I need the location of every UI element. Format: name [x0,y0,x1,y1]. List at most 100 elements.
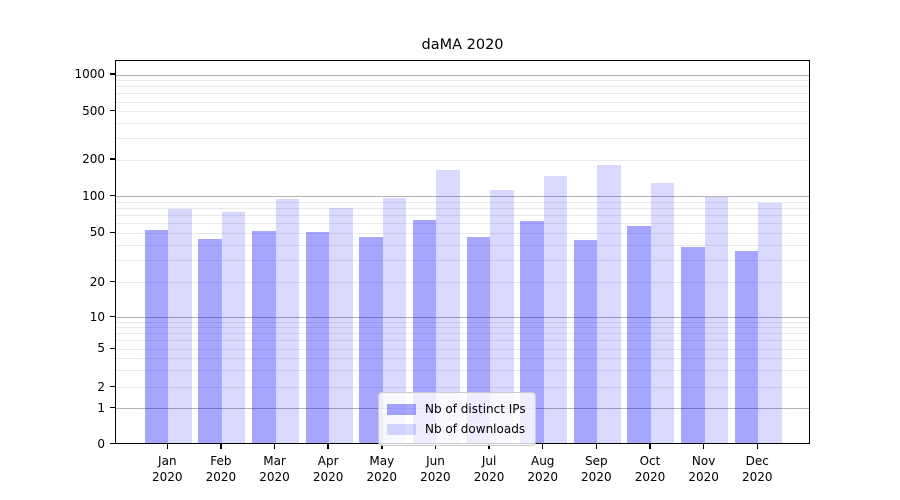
bar-downloads [597,165,621,444]
y-axis-tick-label: 1 [97,400,105,415]
y-axis-tick-mark [110,110,115,112]
y-axis-tick-mark [110,73,115,75]
x-axis-tick-mark [273,444,276,449]
y-axis-tick-label: 500 [82,103,105,118]
bar-distinct-ips [359,236,383,444]
minor-gridline [116,138,809,140]
y-axis-tick-label: 2 [97,379,105,394]
minor-gridline [116,282,809,284]
minor-gridline [116,327,809,329]
y-axis-tick-label: 1000 [74,67,105,82]
x-axis-tick-mark [649,444,651,449]
bar-downloads [275,198,300,444]
y-axis-tick-mark [110,281,115,283]
minor-gridline [116,86,809,88]
x-axis-tick-mark [327,444,329,449]
minor-gridline [116,207,809,209]
bar-distinct-ips [520,221,544,444]
minor-gridline [116,101,809,103]
y-axis-tick-mark [110,347,115,349]
bar-downloads [382,197,407,444]
minor-gridline [116,111,809,113]
major-gridline [116,196,809,198]
minor-gridline [116,260,809,262]
y-axis-tick-mark [110,195,115,197]
bar-downloads [329,208,353,444]
minor-gridline [116,370,809,372]
x-axis-tick-label: Jul 2020 [473,454,505,484]
bar-distinct-ips [573,240,598,444]
minor-gridline [116,333,809,335]
minor-gridline [116,93,809,95]
minor-gridline [116,244,809,246]
y-axis-tick-mark [110,407,115,409]
x-axis-tick-mark [434,444,437,449]
bar-downloads [436,170,460,444]
bar-distinct-ips [627,226,651,444]
legend-item-distinct-ips: Nb of distinct IPs [387,399,526,419]
x-axis-tick-label: Feb 2020 [205,454,237,484]
legend-swatch-downloads [387,423,416,435]
chart-title: daMA 2020 [421,37,504,53]
plot-area: Nb of distinct IPs Nb of downloads [115,60,810,446]
bar-distinct-ips [305,232,330,444]
y-axis-tick-label: 0 [97,436,105,451]
minor-gridline [116,232,809,234]
x-axis-tick-mark [756,444,758,449]
x-axis-tick-label: May 2020 [366,454,398,484]
legend-item-downloads: Nb of downloads [387,419,526,439]
y-axis-tick-label: 5 [97,341,105,356]
bar-downloads [490,190,514,444]
x-axis-tick-label: Apr 2020 [312,454,344,484]
x-axis-tick-label: Dec 2020 [741,454,773,484]
y-axis-tick-label: 200 [82,152,105,167]
minor-gridline [116,387,809,389]
minor-gridline [116,80,809,82]
legend: Nb of distinct IPs Nb of downloads [378,392,536,446]
bar-downloads [650,183,675,444]
x-axis-tick-mark [166,444,168,449]
minor-gridline [116,322,809,323]
x-axis-tick-label: Aug 2020 [527,454,558,484]
bar-downloads [221,211,246,444]
legend-label-distinct-ips: Nb of distinct IPs [425,402,526,416]
x-axis-tick-label: Oct 2020 [634,454,666,484]
bar-downloads [758,203,782,444]
bar-distinct-ips [681,246,705,444]
legend-swatch-distinct-ips [387,403,416,415]
y-axis-tick-label: 20 [89,274,105,289]
x-axis-tick-label: Jun 2020 [420,454,451,484]
bar-downloads [168,209,192,444]
y-axis-tick-mark [110,386,115,388]
y-axis-tick-label: 100 [82,188,105,203]
y-axis-tick-mark [110,231,115,233]
bar-distinct-ips [734,251,759,444]
x-axis-tick-label: Jan 2020 [152,454,183,484]
legend-label-downloads: Nb of downloads [425,422,526,436]
major-gridline [116,74,809,76]
minor-gridline [116,340,809,342]
y-axis-tick-label: 50 [89,225,105,240]
bar-downloads [543,175,568,444]
bar-distinct-ips [144,230,169,444]
x-axis-tick-mark [381,444,383,449]
minor-gridline [116,122,809,124]
bar-distinct-ips [198,238,222,444]
y-axis-tick-label: 10 [89,309,105,324]
bar-distinct-ips [412,220,437,444]
y-axis-tick-mark [110,158,115,160]
x-axis-tick-mark [542,444,544,449]
x-axis-tick-label: Sep 2020 [581,454,612,484]
x-axis-tick-mark [488,444,490,449]
x-axis-tick-mark [595,444,598,449]
minor-gridline [116,223,809,225]
bar-distinct-ips [466,236,491,444]
x-axis-tick-label: Nov 2020 [688,454,719,484]
minor-gridline [116,159,809,161]
x-axis-tick-label: Mar 2020 [259,454,290,484]
x-axis-tick-mark [220,444,222,449]
minor-gridline [116,201,809,203]
minor-gridline [116,358,809,360]
bar-distinct-ips [252,231,276,444]
